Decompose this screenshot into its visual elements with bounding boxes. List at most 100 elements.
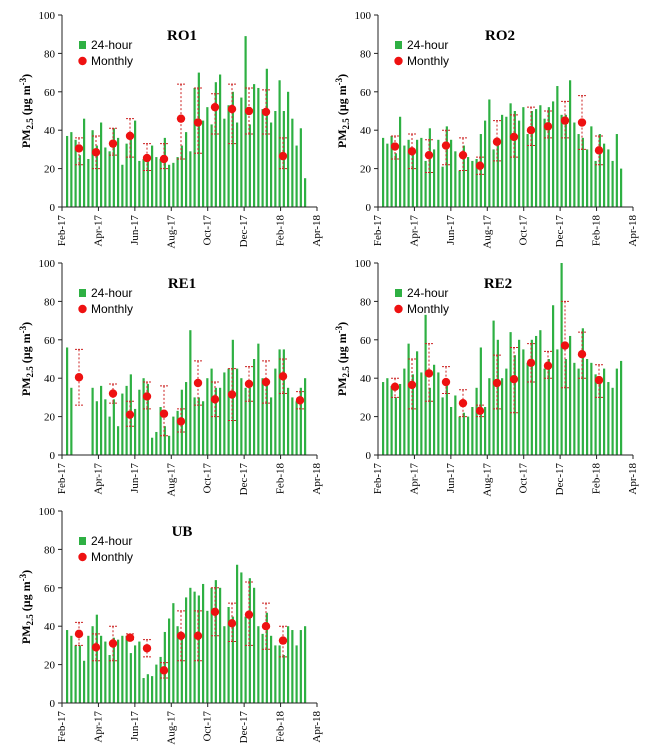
panel-ro2: 0 20 40 60 80 100 Feb-17 Apr-17 Jun-17 Aug-17 Oct-… — [334, 10, 639, 249]
bar-24h — [248, 578, 251, 703]
bar-24h — [573, 122, 576, 207]
x-tick-label: Jun-17 — [129, 711, 141, 741]
x-tick-label: Dec-17 — [238, 463, 250, 496]
bar-24h — [394, 397, 397, 455]
bar-24h — [407, 139, 410, 207]
bar-24h — [509, 332, 512, 455]
x-tick-label: Oct-17 — [202, 215, 214, 246]
bar-24h — [134, 120, 137, 207]
monthly-point — [159, 409, 169, 418]
monthly-series — [390, 95, 604, 175]
bar-24h — [560, 114, 563, 207]
bar-24h — [416, 351, 419, 455]
bar-24h — [202, 120, 205, 207]
bar-24h — [615, 368, 618, 455]
bar-24h — [253, 84, 256, 207]
bar-24h — [236, 564, 239, 703]
x-tick-label: Dec-17 — [554, 215, 566, 248]
y-tick-label: 80 — [44, 296, 56, 308]
monthly-point — [261, 622, 271, 631]
monthly-point — [441, 377, 451, 387]
bar-24h — [155, 157, 158, 207]
bar-24h — [620, 168, 623, 207]
bar-24h — [74, 139, 77, 207]
bar-24h — [210, 124, 213, 207]
bar-24h — [151, 437, 154, 455]
x-tick-label: Feb-17 — [372, 463, 384, 495]
panel-re2: 0 20 40 60 80 100 Feb-17 Apr-17 Jun-17 Aug-17 Oct-… — [334, 258, 639, 497]
panel-title-re1: RE1 — [168, 276, 196, 292]
bar-24h — [70, 132, 73, 207]
bar-24h — [95, 401, 98, 455]
legend-swatch-monthly — [394, 304, 403, 314]
y-tick-label: 0 — [50, 450, 56, 462]
bar-24h — [539, 330, 542, 455]
x-tick-label: Dec-17 — [554, 463, 566, 496]
legend-swatch-monthly — [78, 56, 87, 66]
bar-24h — [552, 101, 555, 207]
bar-24h — [176, 626, 179, 703]
bar-24h — [189, 587, 192, 703]
legend-label-monthly: Monthly — [407, 54, 449, 68]
bar-24h — [257, 87, 260, 207]
legend-swatch-24-hour — [79, 289, 86, 297]
bar-24h — [291, 397, 294, 455]
bar-24h — [189, 151, 192, 207]
bar-24h — [248, 124, 251, 207]
y-tick-label: 100 — [355, 258, 372, 270]
bar-24h — [193, 397, 196, 455]
bar-24h — [219, 387, 222, 455]
bar-24h — [134, 408, 137, 455]
monthly-point — [193, 378, 203, 388]
bar-24h — [526, 134, 529, 207]
bar-24h — [454, 395, 457, 455]
monthly-point — [159, 666, 169, 675]
bar-24h — [112, 399, 115, 455]
legend-swatch-24-hour — [79, 41, 86, 49]
bar-24h — [146, 155, 149, 207]
bar-24h — [121, 635, 124, 703]
bar-24h — [530, 111, 533, 207]
bar-24h — [556, 349, 559, 455]
bar-24h — [244, 616, 247, 703]
bar-24h — [274, 368, 277, 455]
x-tick-label: Apr-18 — [311, 215, 323, 247]
bar-24h — [450, 407, 453, 455]
bar-24h — [100, 385, 103, 455]
bar-24h — [240, 572, 243, 703]
bar-24h — [304, 378, 307, 455]
monthly-point — [526, 358, 536, 368]
bar-24h — [450, 139, 453, 207]
panel-ro1: 0 20 40 60 80 100 Feb-17 Apr-17 Jun-17 Aug-17 Oct-… — [18, 10, 323, 249]
x-tick-label: Jun-17 — [445, 463, 457, 493]
bar-24h — [176, 157, 179, 207]
bar-24h — [462, 145, 465, 207]
y-tick-label: 0 — [50, 202, 56, 214]
bar-24h — [607, 149, 610, 207]
legend-label-monthly: Monthly — [407, 302, 449, 316]
x-tick-label: Dec-17 — [238, 215, 250, 248]
bar-24h — [66, 135, 69, 207]
monthly-point — [142, 392, 152, 401]
monthly-point — [577, 118, 587, 127]
monthly-point — [227, 104, 237, 114]
monthly-point — [278, 372, 288, 381]
bar-24h — [91, 387, 94, 455]
monthly-point — [543, 122, 553, 131]
x-tick-label: Jun-17 — [129, 215, 141, 245]
bar-24h — [151, 145, 154, 207]
y-tick-label: 80 — [44, 544, 56, 556]
legend-label-24-hour: 24-hour — [91, 38, 132, 52]
bar-24h — [577, 134, 580, 207]
bar-24h — [146, 383, 149, 455]
x-tick-label: Apr-18 — [627, 215, 639, 247]
bar-24h — [382, 382, 385, 455]
legend-label-monthly: Monthly — [91, 550, 133, 564]
monthly-point — [594, 375, 604, 385]
x-tick-label: Feb-17 — [372, 215, 384, 247]
monthly-point — [244, 610, 254, 619]
bar-24h — [390, 135, 393, 207]
monthly-point — [261, 377, 271, 387]
bar-24h — [206, 610, 209, 703]
bar-24h — [125, 143, 128, 207]
